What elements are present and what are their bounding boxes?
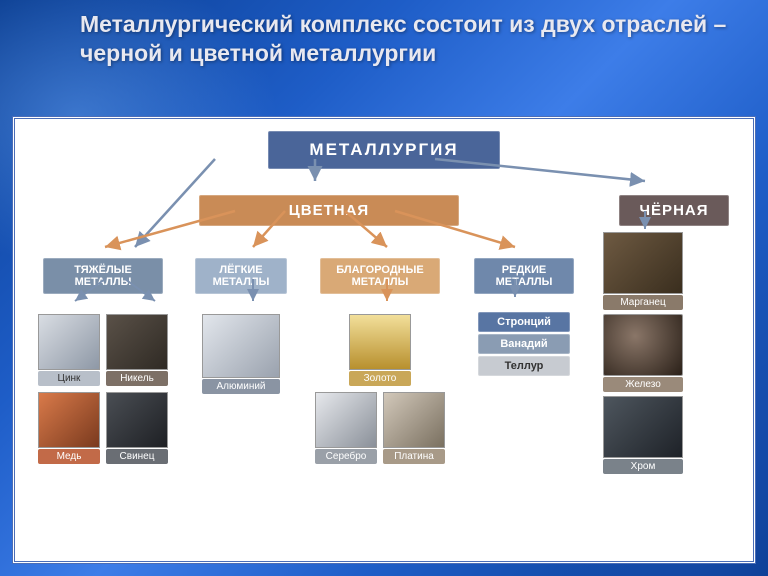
item-silver: Серебро	[315, 392, 377, 464]
branch-nonferrous: ЦВЕТНАЯ	[199, 195, 459, 226]
cat-noble: БЛАГОРОДНЫЕ МЕТАЛЛЫ	[320, 258, 440, 294]
photo-chrome	[603, 396, 683, 458]
item-manganese: Марганец	[603, 232, 683, 310]
item-copper: Медь	[38, 392, 100, 464]
item-platinum: Платина	[383, 392, 445, 464]
item-nickel: Никель	[106, 314, 168, 386]
item-aluminium: Алюминий	[202, 314, 280, 394]
cat-light: ЛЁГКИЕ МЕТАЛЛЫ	[195, 258, 287, 294]
branch-ferrous: ЧЁРНАЯ	[619, 195, 729, 226]
rare-vanadium: Ванадий	[478, 334, 570, 354]
root-node: МЕТАЛЛУРГИЯ	[268, 131, 499, 169]
photo-lead	[106, 392, 168, 448]
item-iron: Железо	[603, 314, 683, 392]
item-gold: Золото	[349, 314, 411, 386]
photo-zinc	[38, 314, 100, 370]
rare-strontium: Стронций	[478, 312, 570, 332]
photo-iron	[603, 314, 683, 376]
rare-tellurium: Теллур	[478, 356, 570, 376]
photo-gold	[349, 314, 411, 370]
photo-nickel	[106, 314, 168, 370]
photo-manganese	[603, 232, 683, 294]
item-chrome: Хром	[603, 396, 683, 474]
slide-title: Металлургический комплекс состоит из дву…	[80, 10, 728, 68]
photo-aluminium	[202, 314, 280, 378]
item-lead: Свинец	[106, 392, 168, 464]
cat-rare: РЕДКИЕ МЕТАЛЛЫ	[474, 258, 574, 294]
cat-heavy: ТЯЖЁЛЫЕ МЕТАЛЛЫ	[43, 258, 163, 294]
photo-platinum	[383, 392, 445, 448]
photo-copper	[38, 392, 100, 448]
item-zinc: Цинк	[38, 314, 100, 386]
photo-silver	[315, 392, 377, 448]
diagram-panel: МЕТАЛЛУРГИЯ ЦВЕТНАЯ ЧЁРНАЯ ТЯЖЁЛЫЕ МЕТАЛ…	[12, 116, 756, 564]
